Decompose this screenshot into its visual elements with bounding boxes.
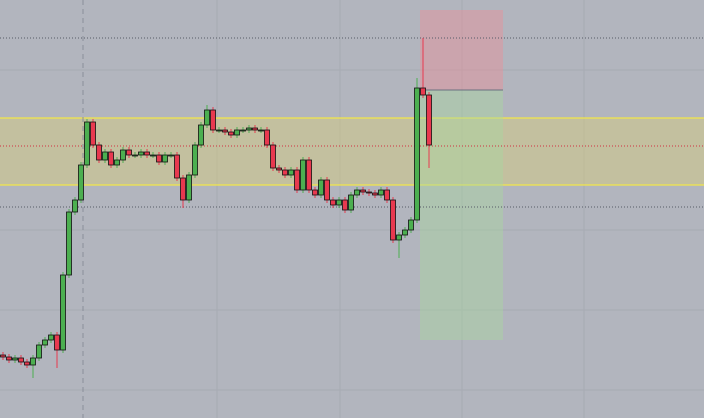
candle-body: [372, 192, 378, 196]
candle-body: [78, 164, 84, 201]
candle-body: [162, 154, 168, 163]
candle-body: [66, 211, 72, 276]
candle-body: [342, 199, 348, 211]
candle-body: [18, 357, 24, 363]
candle-body: [234, 129, 240, 136]
candles: [0, 38, 432, 378]
candle-body: [84, 121, 90, 166]
candle-body: [192, 144, 198, 176]
target-zone: [420, 90, 503, 340]
candle-body: [324, 179, 330, 201]
candle-body: [252, 127, 258, 131]
candle-body: [114, 159, 120, 166]
candle-body: [258, 129, 264, 132]
candle-body: [330, 199, 336, 206]
candle-body: [108, 151, 114, 166]
candle-body: [300, 159, 306, 191]
candle-body: [276, 167, 282, 171]
zone-band: [0, 118, 704, 185]
candle-body: [246, 127, 252, 131]
candle-body: [426, 94, 432, 146]
candle-body: [420, 87, 426, 96]
candle-body: [138, 151, 144, 156]
candle-body: [210, 109, 216, 131]
candle-body: [216, 129, 222, 132]
candle-body: [336, 199, 342, 206]
candle-body: [168, 154, 174, 157]
candle-body: [204, 109, 210, 126]
candle-body: [6, 356, 12, 361]
candle-body: [264, 129, 270, 146]
candle-body: [186, 174, 192, 201]
candle-body: [360, 189, 366, 193]
stop-zone: [420, 10, 503, 90]
candle-body: [24, 361, 30, 366]
candle-body: [366, 191, 372, 194]
candle-body: [120, 149, 126, 161]
candle-body: [390, 199, 396, 241]
candle-body: [408, 219, 414, 231]
candle-body: [42, 339, 48, 346]
candle-body: [156, 154, 162, 163]
candle-body: [228, 131, 234, 136]
candle-body: [48, 334, 54, 341]
candle-body: [270, 144, 276, 169]
candle-body: [240, 129, 246, 132]
candle-body: [96, 144, 102, 161]
candle-body: [60, 274, 66, 351]
candle-body: [126, 149, 132, 156]
candle-body: [414, 87, 420, 221]
candle-body: [144, 151, 150, 156]
candle-body: [90, 121, 96, 146]
candle-body: [30, 357, 36, 366]
candle-body: [294, 169, 300, 191]
candle-body: [36, 344, 42, 359]
candle-body: [198, 124, 204, 146]
candle-body: [174, 154, 180, 179]
candle-body: [378, 189, 384, 196]
candle-body: [132, 154, 138, 157]
candle-body: [72, 199, 78, 213]
candle-body: [54, 334, 60, 351]
candle-body: [306, 159, 312, 191]
candle-body: [288, 169, 294, 176]
candle-body: [396, 234, 402, 241]
candle-body: [348, 194, 354, 211]
candle-body: [384, 189, 390, 201]
candle-body: [402, 229, 408, 236]
candle-body: [102, 151, 108, 161]
candle-body: [150, 154, 156, 157]
candle-body: [180, 177, 186, 201]
candle-body: [312, 189, 318, 196]
candle-body: [222, 129, 228, 133]
candle-body: [12, 357, 18, 361]
candle-body: [282, 169, 288, 176]
candle-body: [0, 354, 6, 358]
candle-body: [318, 179, 324, 196]
candle-body: [354, 189, 360, 196]
